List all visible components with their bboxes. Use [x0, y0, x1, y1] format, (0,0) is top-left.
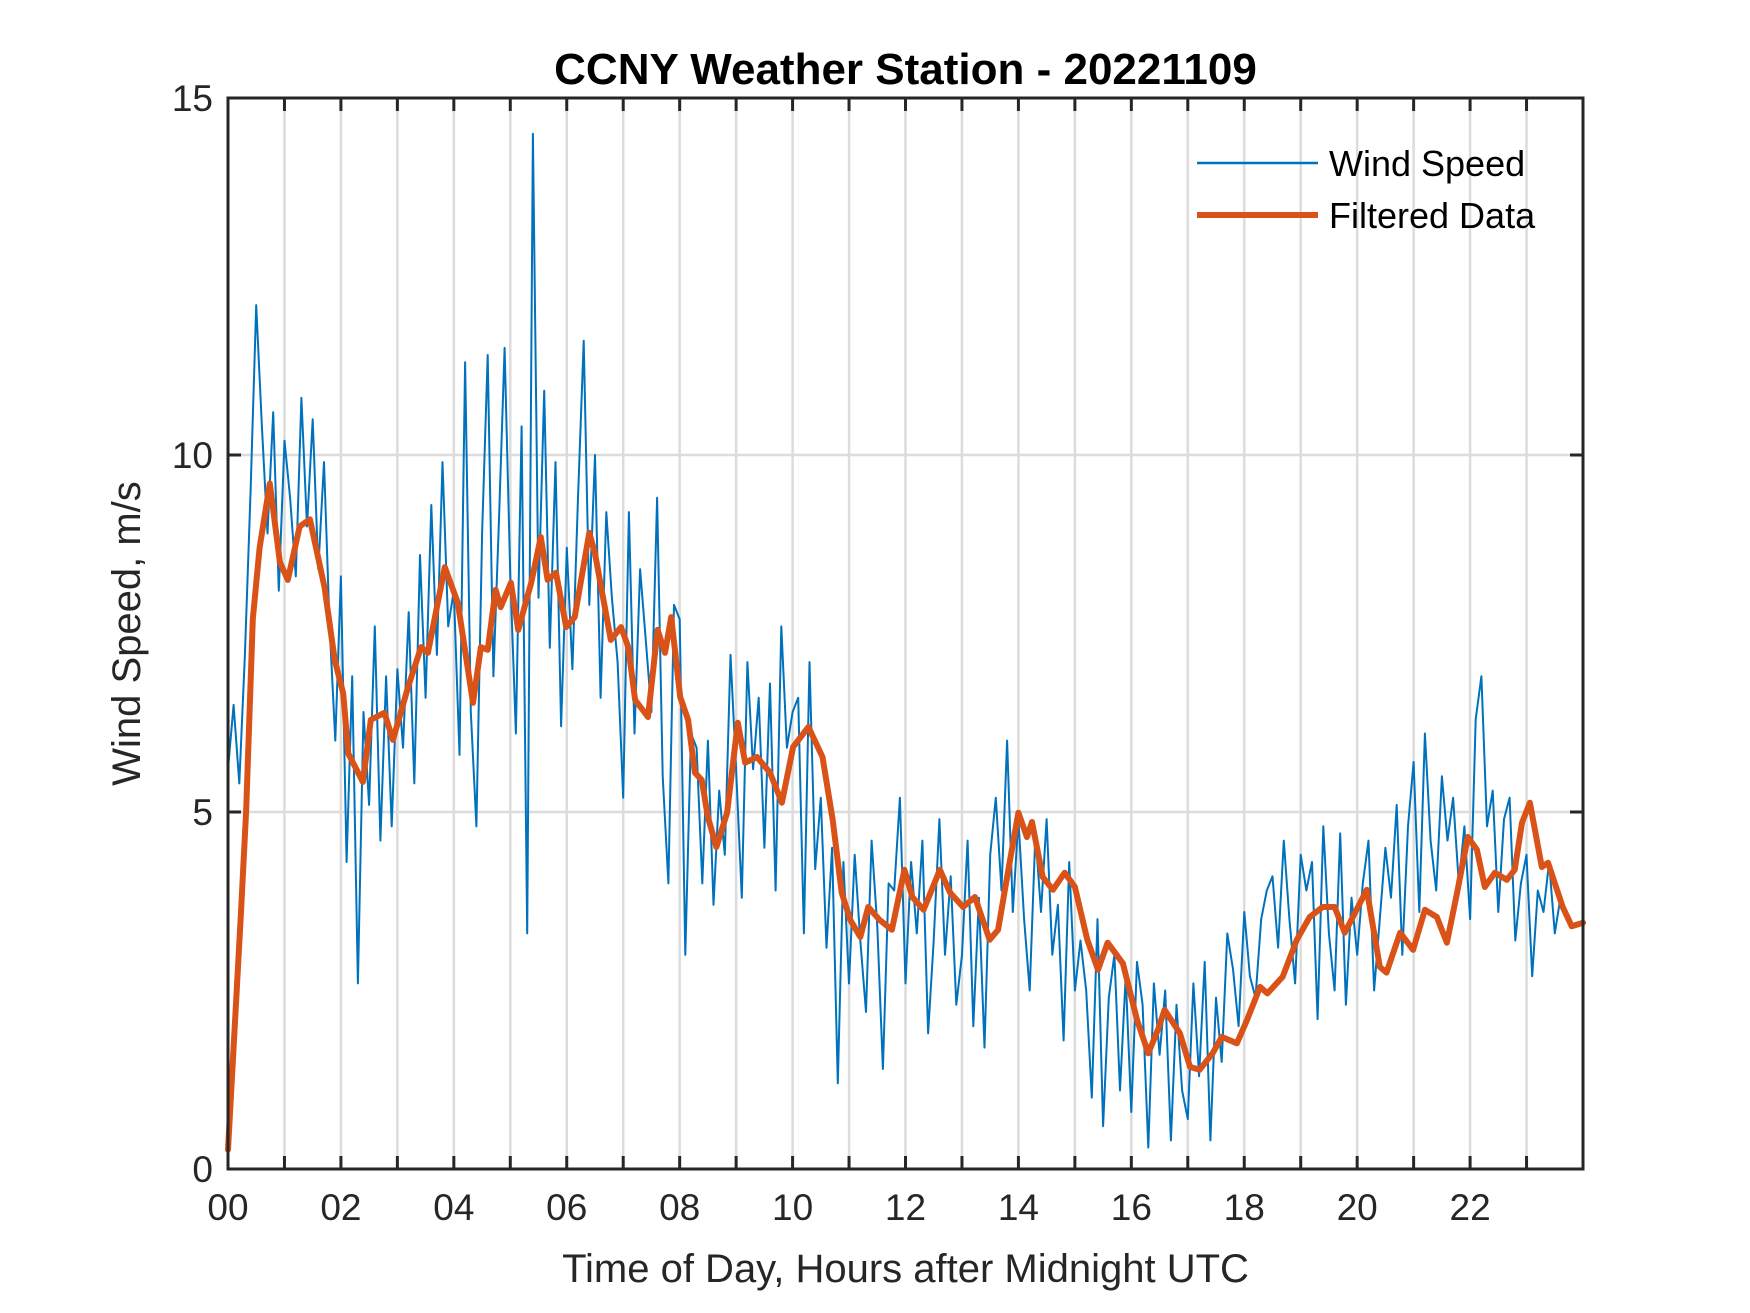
series-line-filtered-data — [225, 480, 1586, 1153]
x-axis-label: Time of Day, Hours after Midnight UTC — [562, 1247, 1249, 1291]
x-tick-label: 04 — [433, 1187, 474, 1228]
x-tick-label: 00 — [207, 1187, 248, 1228]
series-layer — [225, 132, 1586, 1153]
x-tick-label: 08 — [659, 1187, 700, 1228]
axes-box — [226, 96, 1585, 1171]
legend: Wind Speed Filtered Data — [1197, 143, 1536, 236]
x-tick-label: 20 — [1337, 1187, 1378, 1228]
y-tick-label: 0 — [192, 1149, 213, 1190]
series-line-wind-speed — [227, 132, 1568, 1149]
chart-title: CCNY Weather Station - 20221109 — [554, 45, 1257, 94]
y-tick-label: 10 — [172, 435, 213, 476]
y-tick-labels: 0 5 10 15 — [172, 78, 213, 1190]
x-tick-label: 12 — [885, 1187, 926, 1228]
x-tick-label: 02 — [320, 1187, 361, 1228]
x-tick-label: 16 — [1111, 1187, 1152, 1228]
x-tick-label: 06 — [546, 1187, 587, 1228]
y-tick-label: 15 — [172, 78, 213, 119]
x-tick-label: 10 — [772, 1187, 813, 1228]
legend-label-filtered-data: Filtered Data — [1329, 195, 1536, 236]
legend-label-wind-speed: Wind Speed — [1329, 143, 1525, 184]
y-tick-label: 5 — [192, 792, 213, 833]
x-tick-label: 22 — [1450, 1187, 1491, 1228]
x-tick-labels: 00 02 04 06 08 10 12 14 16 18 20 22 — [207, 1187, 1490, 1228]
y-axis-label: Wind Speed, m/s — [105, 481, 149, 786]
x-tick-label: 14 — [998, 1187, 1039, 1228]
x-tick-label: 18 — [1224, 1187, 1265, 1228]
